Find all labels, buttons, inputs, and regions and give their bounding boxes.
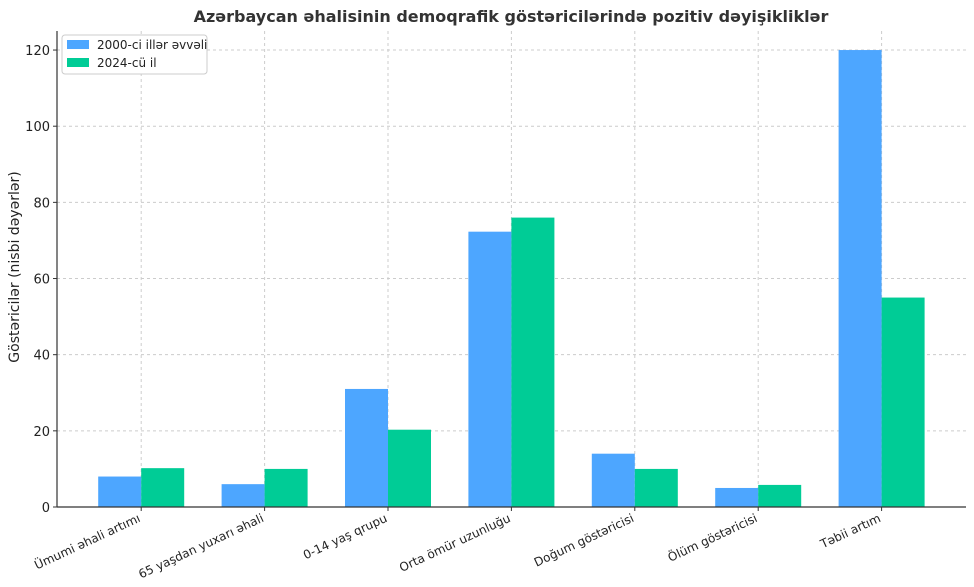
- bars-layer: [98, 50, 925, 508]
- bar-series2: [881, 297, 925, 507]
- x-tick-label: 0-14 yaş qrupu: [301, 511, 389, 562]
- y-tick-label: 100: [25, 120, 50, 135]
- legend-swatch: [67, 58, 89, 67]
- grid-layer: [57, 31, 966, 508]
- x-tick-label: Ölüm göstəricisi: [665, 509, 760, 564]
- legend: 2000-ci illər əvvəli 2024-cü il: [61, 34, 208, 75]
- bar-series1: [98, 476, 142, 507]
- y-ticks: 0 20 40 60 80 100 120: [25, 44, 57, 516]
- bar-series1: [345, 388, 388, 507]
- x-tick-label: Təbii artım: [817, 511, 883, 552]
- bar-series2: [511, 217, 555, 508]
- bar-series2: [634, 468, 678, 507]
- x-tick-label: Orta ömür uzunluğu: [397, 511, 513, 575]
- y-tick-label: 20: [33, 425, 50, 440]
- y-tick-label: 80: [33, 196, 50, 211]
- chart-title: Azərbaycan əhalisinin demoqrafik göstəri…: [194, 7, 829, 26]
- y-tick-label: 60: [33, 273, 50, 288]
- x-tick-label: Doğum göstəricisi: [532, 511, 636, 570]
- y-tick-label: 40: [33, 349, 50, 364]
- x-tick-label: 65 yaşdan yuxarı əhali: [136, 511, 266, 581]
- y-axis-label: Göstəricilər (nisbi dəyərlər): [7, 171, 23, 362]
- y-tick-label: 0: [42, 501, 50, 516]
- bar-series2: [758, 484, 802, 507]
- x-tick-label: Ümumi əhali artımı: [31, 509, 142, 572]
- bar-series2: [264, 468, 308, 507]
- bar-series1: [838, 50, 882, 507]
- legend-label: 2024-cü il: [97, 56, 157, 70]
- y-tick-label: 120: [25, 44, 50, 59]
- bar-series1: [591, 453, 635, 507]
- bar-series1: [715, 487, 759, 507]
- bar-series1: [468, 231, 512, 508]
- legend-swatch: [67, 40, 89, 49]
- bar-series2: [141, 468, 185, 507]
- bar-series2: [388, 429, 431, 507]
- legend-label: 2000-ci illər əvvəli: [97, 38, 207, 52]
- bar-series1: [221, 484, 265, 507]
- legend-box: [61, 34, 208, 75]
